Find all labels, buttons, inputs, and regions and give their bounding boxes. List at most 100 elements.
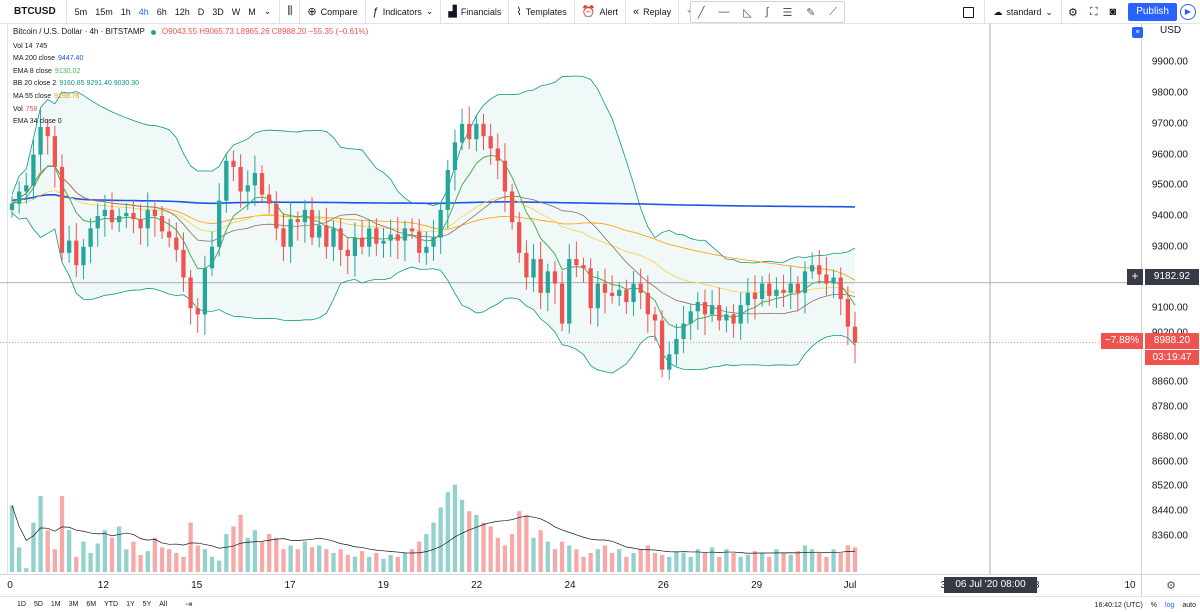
- crosshair-price-label: 9182.92: [1145, 269, 1199, 285]
- alert-label: Alert: [599, 6, 618, 17]
- log-toggle[interactable]: log: [1165, 601, 1175, 609]
- triangle-icon[interactable]: ◺: [743, 6, 752, 19]
- percent-toggle[interactable]: %: [1150, 601, 1158, 609]
- play-icon[interactable]: ▶: [1180, 4, 1196, 20]
- volume-bar: [59, 496, 65, 572]
- range-1m[interactable]: 1M: [50, 601, 61, 608]
- templates-icon: ⌇: [516, 6, 522, 18]
- range-6m[interactable]: 6M: [86, 601, 97, 608]
- candle-body: [95, 216, 100, 229]
- volume-bar: [45, 530, 50, 572]
- chevron-down-icon[interactable]: ⌄: [263, 6, 272, 16]
- pen-icon[interactable]: ✎: [806, 6, 816, 19]
- camera-icon[interactable]: ◙: [1109, 6, 1117, 18]
- volume-bar: [338, 549, 343, 572]
- candle-body: [288, 219, 293, 247]
- interval-5m[interactable]: 5m: [74, 6, 88, 17]
- auto-toggle[interactable]: auto: [1182, 601, 1196, 609]
- compare-button[interactable]: ⊕ Compare: [300, 0, 366, 24]
- layout-selector[interactable]: ☁ standard ⌄: [984, 0, 1062, 24]
- fullscreen-icon[interactable]: ⛶: [1089, 5, 1098, 18]
- time-axis[interactable]: 01215171922242629Jul3810: [0, 574, 1141, 596]
- interval-1h[interactable]: 1h: [120, 6, 131, 17]
- range-all[interactable]: All: [159, 601, 168, 608]
- volume-bar: [359, 551, 365, 572]
- add-alert-plus-icon[interactable]: +: [1127, 269, 1143, 285]
- volume-ma-line: [11, 505, 856, 554]
- fib-icon[interactable]: ☰: [782, 6, 793, 19]
- interval-d[interactable]: D: [197, 6, 205, 17]
- interval-m[interactable]: M: [248, 6, 256, 17]
- candle-body: [174, 237, 179, 250]
- financials-button[interactable]: ▟ Financials: [441, 0, 510, 24]
- volume-bar: [231, 526, 236, 572]
- candle-body: [488, 136, 493, 149]
- volume-bar: [95, 543, 100, 572]
- legend-study-row[interactable]: EMA 8 close 9130.02: [13, 66, 368, 79]
- candle-body: [495, 148, 500, 161]
- publish-button[interactable]: Publish: [1128, 3, 1177, 21]
- legend-study-row[interactable]: BB 20 close 2 9160.85 9291.40 9030.30: [13, 78, 368, 91]
- candle-body: [802, 271, 808, 293]
- range-3m[interactable]: 3M: [68, 601, 79, 608]
- volume-bar: [281, 549, 286, 572]
- chart-style-button[interactable]: ⫼: [280, 0, 301, 24]
- interval-6h[interactable]: 6h: [156, 6, 167, 17]
- range-5y[interactable]: 5Y: [142, 601, 152, 608]
- volume-bar: [117, 526, 122, 572]
- range-ytd[interactable]: YTD: [104, 601, 119, 608]
- interval-15m[interactable]: 15m: [95, 6, 113, 17]
- volume-bar: [717, 556, 722, 572]
- candle-body: [709, 305, 715, 315]
- range-1y[interactable]: 1Y: [126, 601, 135, 608]
- layout-icon[interactable]: [963, 6, 975, 18]
- candle-body: [852, 326, 858, 343]
- symbol-search-button[interactable]: BTCUSD: [0, 0, 67, 24]
- range-1d[interactable]: 1D: [17, 601, 26, 608]
- candle-body: [224, 160, 229, 201]
- time-tick-label: 26: [657, 580, 669, 591]
- candle-body: [724, 314, 729, 321]
- legend-study-row[interactable]: MA 55 close 9198.76: [13, 91, 368, 104]
- bollinger-upper-line: [11, 75, 856, 264]
- candle-body: [374, 228, 379, 244]
- legend-study-row[interactable]: Vol 758: [13, 104, 368, 117]
- volume-bar: [852, 547, 858, 572]
- volume-bar: [259, 541, 265, 572]
- candle-body: [24, 185, 29, 192]
- templates-button[interactable]: ⌇ Templates: [509, 0, 575, 24]
- currency-toggle-icon[interactable]: ≡: [1132, 27, 1143, 38]
- price-axis[interactable]: 9900.00 9800.00 9700.00 9600.00 9500.00 9400.…: [1141, 24, 1200, 574]
- legend-study-row[interactable]: EMA 34 close 0: [13, 116, 368, 129]
- volume-bar: [295, 549, 300, 572]
- legend-study-row[interactable]: Vol 14 745: [13, 41, 368, 54]
- candle-body: [545, 271, 550, 293]
- volume-bar: [374, 553, 379, 572]
- interval-12h[interactable]: 12h: [174, 6, 190, 17]
- candle-body: [345, 249, 350, 256]
- path-icon[interactable]: ⟋: [829, 5, 837, 18]
- price-chart[interactable]: [0, 24, 1141, 574]
- interval-3d[interactable]: 3D: [212, 6, 224, 17]
- horizontal-line-icon[interactable]: —: [718, 6, 730, 18]
- candle-body: [9, 203, 15, 210]
- goto-date-icon[interactable]: ⇥: [185, 599, 193, 609]
- candle-body: [467, 123, 472, 140]
- candle-body: [359, 237, 365, 247]
- clock-label[interactable]: 16:40:12 (UTC): [1094, 601, 1143, 609]
- legend-study-row[interactable]: MA 200 close 9447.40: [13, 53, 368, 66]
- brush-icon[interactable]: ∫: [765, 6, 769, 18]
- trend-line-icon[interactable]: ╱: [697, 6, 705, 19]
- gear-icon[interactable]: ⚙: [1067, 6, 1078, 19]
- axis-settings-gear-icon[interactable]: ⚙: [1141, 574, 1200, 596]
- interval-w[interactable]: W: [231, 6, 241, 17]
- candle-body: [781, 289, 786, 293]
- compare-label: Compare: [320, 6, 358, 17]
- replay-button[interactable]: «Replay: [626, 0, 680, 24]
- interval-4h[interactable]: 4h: [138, 6, 149, 17]
- indicators-button[interactable]: ƒ Indicators ⌄: [366, 0, 442, 24]
- range-5d[interactable]: 5D: [33, 601, 43, 608]
- volume-bar: [574, 549, 579, 572]
- volume-bar: [738, 556, 743, 572]
- alert-button[interactable]: ⏰ Alert: [575, 0, 626, 24]
